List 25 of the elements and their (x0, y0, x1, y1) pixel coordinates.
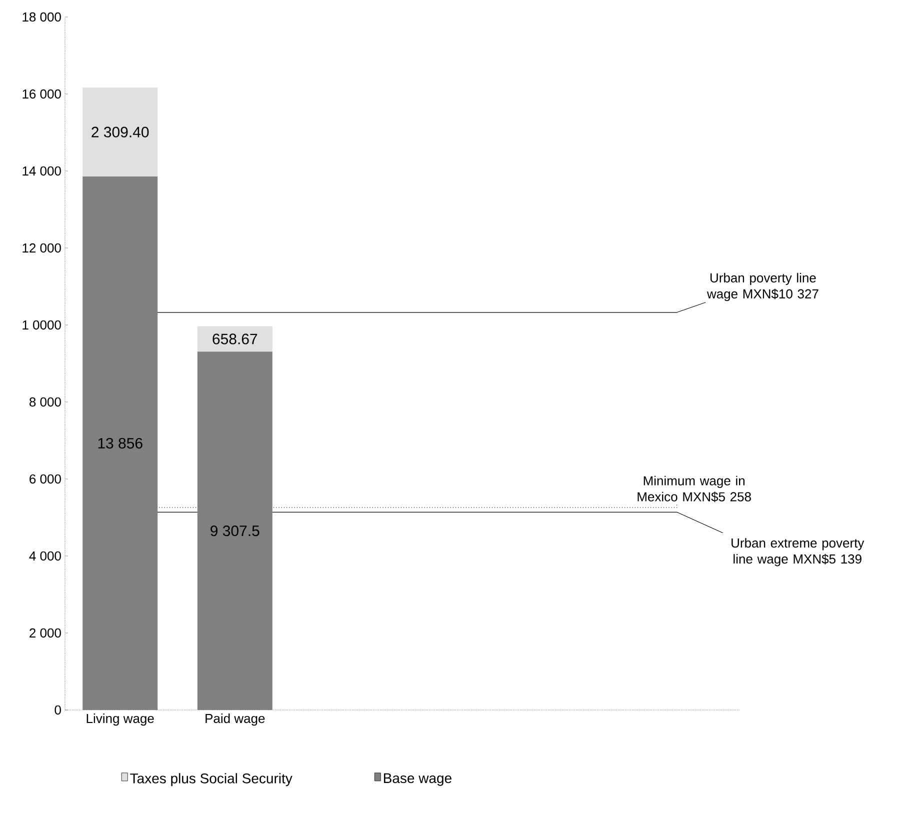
y-tick-label: 0 (54, 705, 61, 715)
bar (82, 88, 158, 177)
data-label: 9 307.5 (210, 526, 260, 536)
x-tick-label: Living wage (86, 714, 154, 726)
legend-label: Base wage (384, 773, 452, 786)
bar (82, 176, 158, 710)
y-tick-label: 18 000 (22, 12, 61, 22)
bar (197, 352, 272, 710)
bar (197, 326, 272, 352)
y-tick-label: 4 000 (29, 551, 61, 561)
ref-line-label: Urban poverty line wage MXN$10 327 (706, 272, 818, 302)
ref-line-label: Urban extreme poverty line wage MXN$5 139 (732, 538, 864, 566)
y-tick-label: 2 000 (30, 628, 61, 638)
y-tick-label: 6 000 (30, 474, 61, 484)
y-tick-label: 14 000 (22, 166, 61, 176)
legend-label: Taxes plus Social Security (130, 773, 292, 786)
data-label: 2 309.40 (92, 126, 149, 138)
y-tick-label: 8 000 (30, 397, 61, 407)
data-label: 658.67 (212, 334, 258, 344)
y-tick-label: 16 000 (22, 89, 61, 99)
ref-line-label: Minimum wage in Mexico MXN$5 258 (638, 476, 751, 502)
x-tick-label: Paid wage (206, 714, 265, 726)
data-label: 13 856 (98, 438, 142, 449)
y-tick-label: 1 0000 (22, 320, 61, 330)
y-tick-label: 12 000 (22, 243, 61, 253)
